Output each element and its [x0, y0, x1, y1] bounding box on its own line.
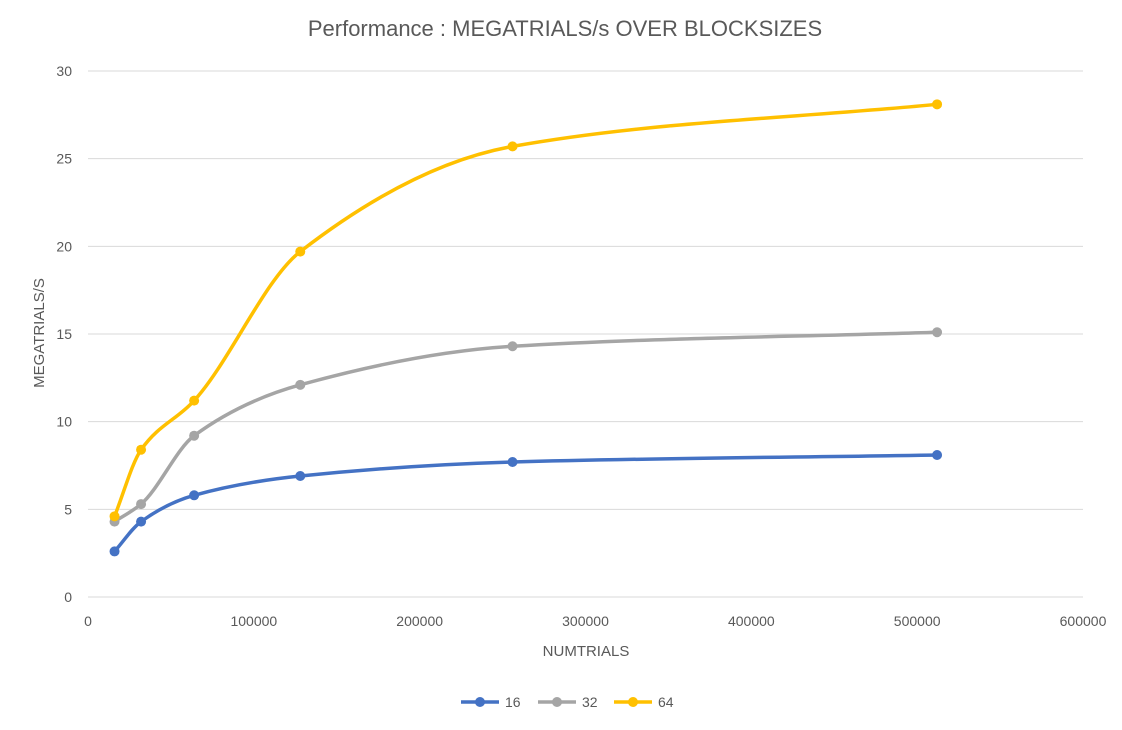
y-tick-label: 5: [64, 501, 72, 517]
y-tick-label: 30: [56, 63, 72, 79]
y-tick-label: 15: [56, 326, 72, 342]
data-point: [136, 444, 147, 455]
legend-swatch-marker: [475, 697, 485, 707]
y-axis-label: MEGATRIALS/S: [31, 278, 48, 388]
data-point: [109, 511, 120, 522]
legend: 16 32 64: [461, 694, 674, 710]
data-point: [295, 471, 306, 482]
series-16: [109, 449, 943, 557]
data-point: [507, 341, 518, 352]
data-point: [189, 430, 200, 441]
x-tick-label: 0: [84, 613, 92, 629]
y-tick-label: 10: [56, 414, 72, 430]
legend-swatch-marker: [552, 697, 562, 707]
series-line-64: [112, 102, 939, 519]
data-point: [189, 395, 200, 406]
series-layer: [109, 99, 943, 557]
y-tick-label: 20: [56, 238, 72, 254]
data-point: [932, 449, 943, 460]
x-axis-ticks: 0 100000 200000 300000 400000 500000 600000: [84, 613, 1106, 629]
data-point: [136, 516, 147, 527]
x-tick-label: 400000: [728, 613, 775, 629]
data-point: [295, 379, 306, 390]
chart-title: Performance : MEGATRIALS/s OVER BLOCKSIZ…: [308, 16, 822, 41]
gridlines: [88, 70, 1083, 598]
data-point: [507, 456, 518, 467]
y-axis-ticks: 0 5 10 15 20 25 30: [56, 63, 72, 605]
series-32: [109, 327, 943, 527]
legend-item-32: 32: [538, 694, 598, 710]
legend-swatch-marker: [628, 697, 638, 707]
series-line-16: [112, 453, 939, 554]
x-tick-label: 200000: [396, 613, 443, 629]
series-line-32: [112, 330, 939, 524]
legend-label: 16: [505, 694, 521, 710]
data-point: [189, 490, 200, 501]
legend-label: 64: [658, 694, 674, 710]
data-point: [136, 499, 147, 510]
data-point: [109, 546, 120, 557]
x-axis-label: NUMTRIALS: [543, 643, 630, 660]
data-point: [295, 246, 306, 257]
legend-item-64: 64: [614, 694, 674, 710]
x-tick-label: 600000: [1060, 613, 1107, 629]
data-point: [932, 327, 943, 338]
legend-item-16: 16: [461, 694, 521, 710]
data-point: [507, 141, 518, 152]
x-tick-label: 100000: [230, 613, 277, 629]
x-tick-label: 500000: [894, 613, 941, 629]
legend-label: 32: [582, 694, 598, 710]
x-tick-label: 300000: [562, 613, 609, 629]
y-tick-label: 25: [56, 151, 72, 167]
series-64: [109, 99, 943, 522]
y-tick-label: 0: [64, 589, 72, 605]
data-point: [932, 99, 943, 110]
